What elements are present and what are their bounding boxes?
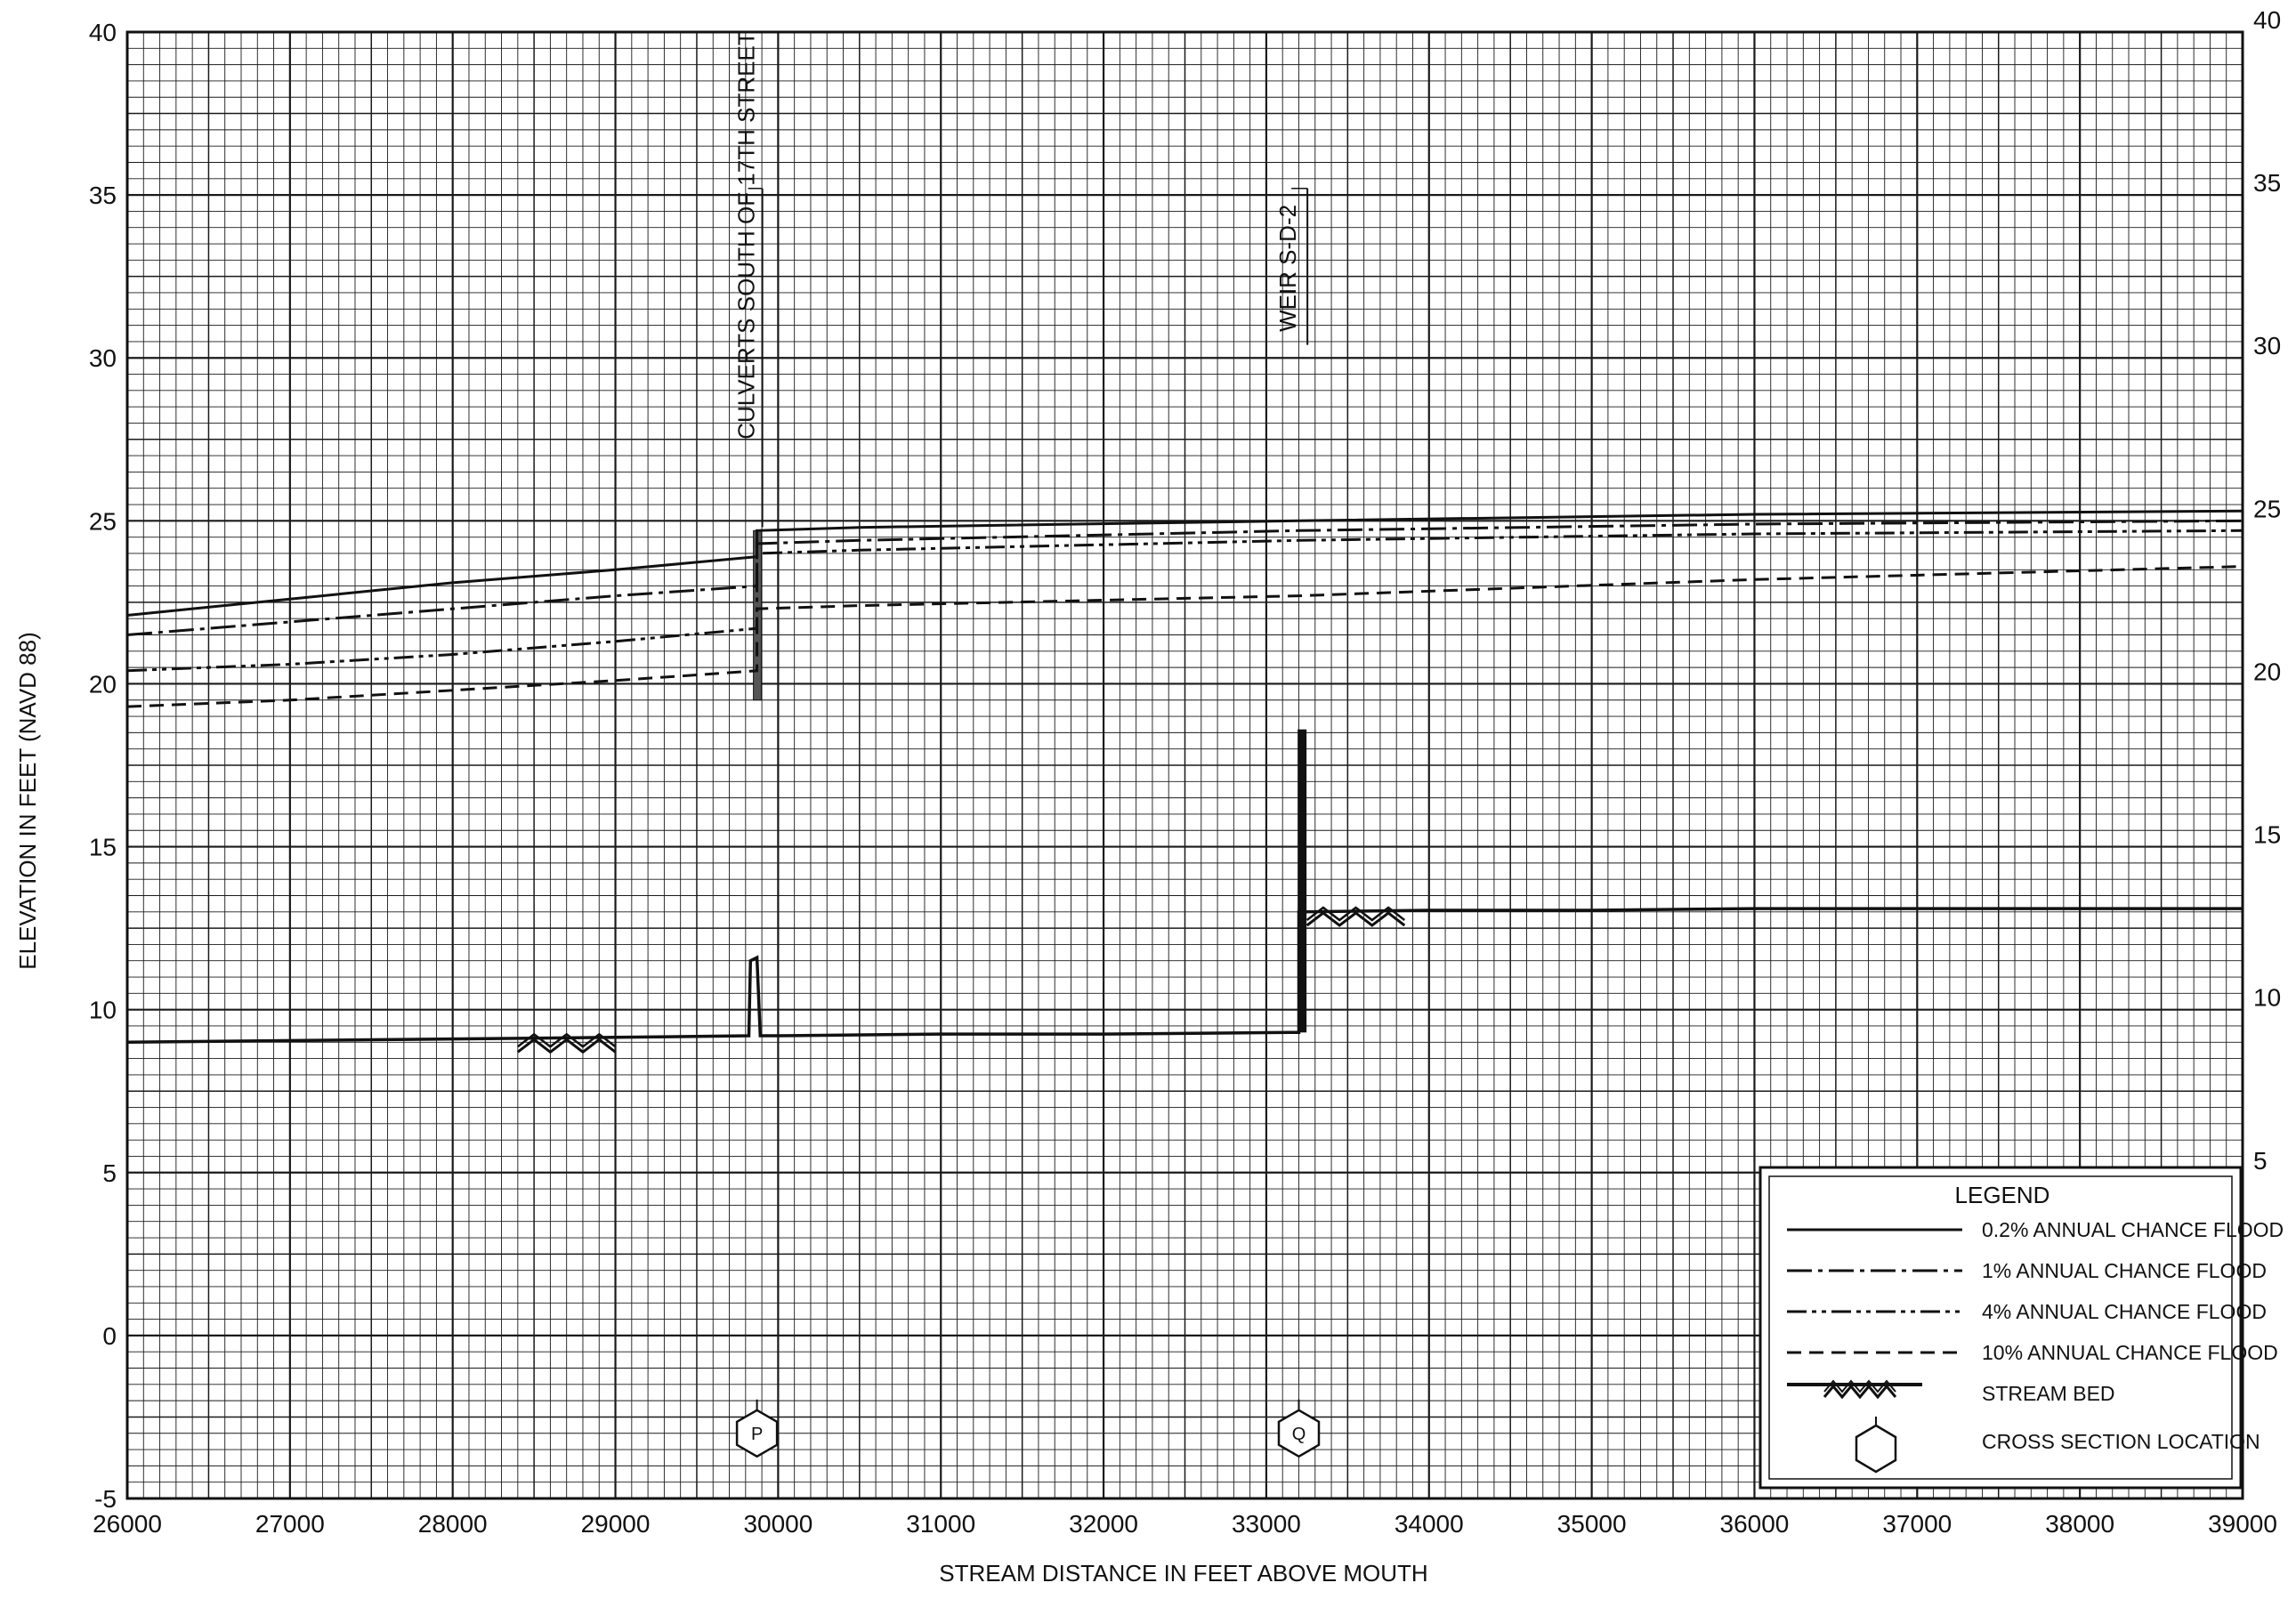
stream-bed-hatch (517, 1032, 617, 1048)
y-tick-label: 10 (89, 997, 117, 1024)
legend-entry-cross-section: CROSS SECTION LOCATION (1982, 1430, 2260, 1453)
series-line-4-annual-chance-flood (126, 529, 2243, 673)
legend-hexagon-icon (1855, 1417, 1897, 1474)
legend: LEGEND 0.2% ANNUAL CHANCE FLOOD 1% ANNUA… (1758, 1166, 2284, 1490)
y-right-tick-label: 25 (2253, 495, 2281, 522)
weir-label: WEIR S-D-2 (1274, 205, 1301, 332)
x-tick-label: 36000 (1720, 1510, 1790, 1538)
legend-entry-4-percent: 4% ANNUAL CHANCE FLOOD (1982, 1300, 2267, 1323)
y-tick-label: -5 (94, 1485, 117, 1513)
cross-section-hexagon-icon (1277, 1409, 1321, 1458)
legend-inner-border (1768, 1175, 2233, 1480)
x-tick-label: 37000 (1882, 1510, 1952, 1538)
y-right-tick-label: 10 (2253, 984, 2281, 1012)
legend-entry-10-percent: 10% ANNUAL CHANCE FLOOD (1982, 1341, 2278, 1364)
x-tick-label: 39000 (2208, 1510, 2277, 1538)
y-right-tick-label: 40 (2253, 6, 2281, 34)
y-right-tick-label: 20 (2253, 658, 2281, 685)
series-line-stream-bed (126, 907, 2243, 1045)
cross-section-hexagon-icon (735, 1409, 779, 1458)
x-tick-label: 35000 (1557, 1510, 1627, 1538)
y-right-tick-label: 30 (2253, 332, 2281, 359)
x-tick-label: 32000 (1069, 1510, 1138, 1538)
y-tick-label: 35 (89, 182, 117, 209)
y-axis-label: ELEVATION IN FEET (NAVD 88) (14, 632, 41, 970)
x-tick-label: 38000 (2045, 1510, 2114, 1538)
x-tick-label: 28000 (418, 1510, 488, 1538)
y-tick-label: 25 (89, 507, 117, 535)
y-tick-label: 0 (102, 1322, 117, 1350)
x-tick-label: 26000 (93, 1510, 162, 1538)
x-tick-label: 29000 (581, 1510, 651, 1538)
y-tick-label: 5 (102, 1159, 117, 1187)
culvert-label: CULVERTS SOUTH OF 17TH STREET (733, 31, 760, 440)
plot-frame (125, 30, 2244, 1500)
legend-stream-bed-hatch (1823, 1379, 1897, 1400)
x-tick-label: 33000 (1232, 1510, 1301, 1538)
x-tick-label: 30000 (743, 1510, 812, 1538)
axis-ticks: 26000 27000 28000 29000 30000 31000 32000 33000… (89, 6, 2281, 1538)
x-axis-label: STREAM DISTANCE IN FEET ABOVE MOUTH (939, 1560, 1427, 1587)
y-tick-label: 20 (89, 670, 117, 698)
x-tick-label: 34000 (1395, 1510, 1464, 1538)
legend-box (1758, 1166, 2243, 1490)
x-tick-label: 27000 (255, 1510, 325, 1538)
cross-section-label: P (751, 1425, 763, 1444)
x-tick-label: 31000 (906, 1510, 975, 1538)
stream-bed-hatch (1306, 911, 1406, 927)
cross-section-label: Q (1292, 1425, 1306, 1444)
structure-markers: CULVERTS SOUTH OF 17TH STREET WEIR S-D-2 (733, 31, 1309, 1033)
y-right-tick-label: 35 (2253, 169, 2281, 197)
legend-entry-stream-bed: STREAM BED (1982, 1382, 2115, 1405)
series-line-1-annual-chance-flood (126, 519, 2243, 636)
legend-entry-0-2-percent: 0.2% ANNUAL CHANCE FLOOD (1982, 1218, 2284, 1241)
stream-bed-hatch (1306, 906, 1406, 922)
legend-entry-1-percent: 1% ANNUAL CHANCE FLOOD (1982, 1259, 2267, 1282)
stream-bed-hatch (516, 1038, 617, 1054)
y-tick-label: 30 (89, 344, 117, 372)
weir-bar (1298, 729, 1307, 1033)
legend-title: LEGEND (1955, 1182, 2050, 1208)
y-right-tick-label: 15 (2253, 821, 2281, 849)
y-tick-label: 40 (89, 19, 117, 46)
series-lines (126, 509, 2243, 1054)
y-tick-label: 15 (89, 834, 117, 861)
y-right-tick-label: 5 (2253, 1147, 2268, 1175)
